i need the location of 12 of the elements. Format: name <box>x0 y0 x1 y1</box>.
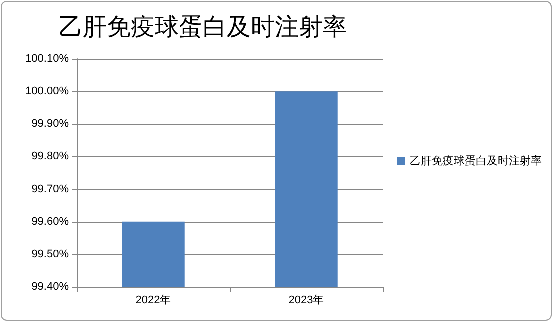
y-tick-label: 99.60% <box>32 216 70 228</box>
y-tick-label: 99.90% <box>32 118 70 130</box>
y-tick-label: 99.50% <box>32 248 70 260</box>
chart-title: 乙肝免疫球蛋白及时注射率 <box>59 13 347 41</box>
y-tick-label: 99.70% <box>32 183 70 196</box>
legend-label: 乙肝免疫球蛋白及时注射率 <box>410 154 542 168</box>
y-tick-label: 100.10% <box>26 53 70 65</box>
y-tick-label: 99.40% <box>32 281 70 293</box>
y-tick-label: 100.00% <box>26 86 70 98</box>
y-tick-label: 99.80% <box>32 150 70 163</box>
x-tick-label: 2022年 <box>136 294 172 306</box>
x-tick-label: 2023年 <box>288 294 324 306</box>
